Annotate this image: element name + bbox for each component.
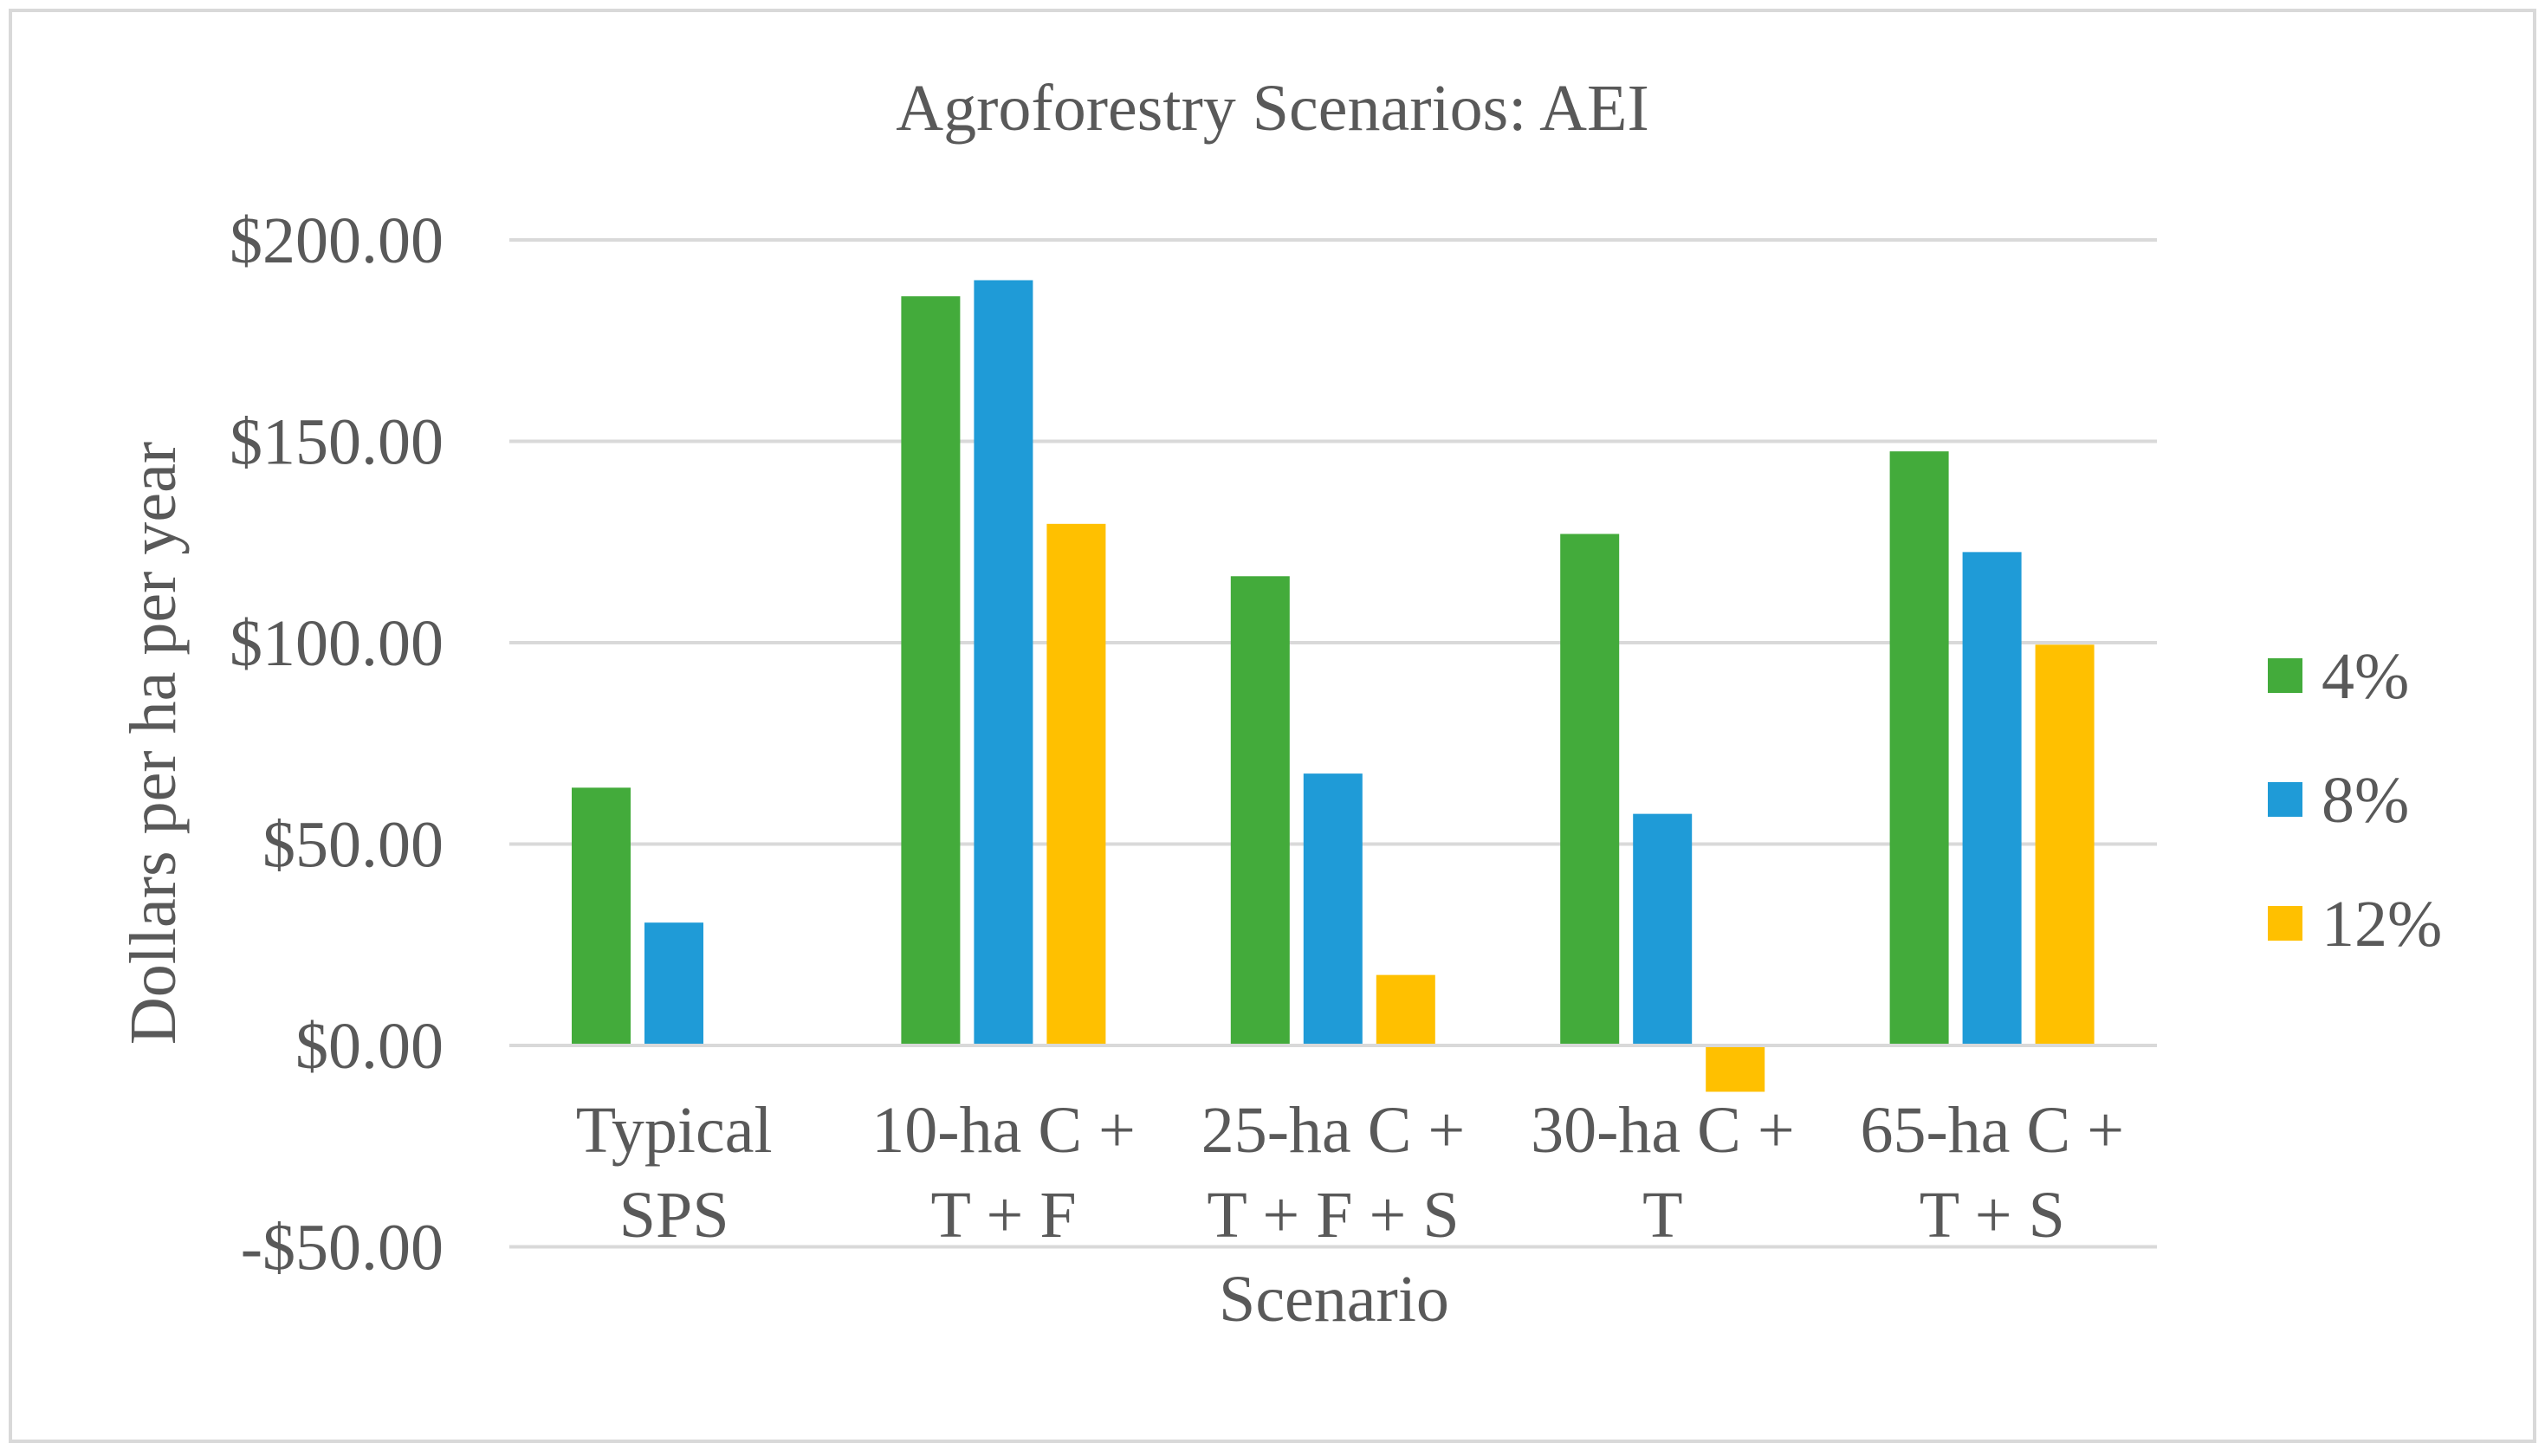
x-axis-label: Scenario bbox=[1219, 1263, 1449, 1336]
bar-4pct-cat-2 bbox=[901, 296, 961, 1046]
y-tick-label: $150.00 bbox=[230, 406, 444, 479]
bar-12pct-cat-2 bbox=[1046, 523, 1106, 1045]
y-tick-label: -$50.00 bbox=[241, 1212, 444, 1285]
x-tick-label: T + F + S bbox=[1207, 1179, 1459, 1252]
bar-12pct-cat-5 bbox=[2035, 644, 2095, 1045]
x-tick-label: Typical bbox=[576, 1094, 773, 1167]
y-axis-label: Dollars per ha per year bbox=[117, 442, 190, 1045]
y-tick-label: $0.00 bbox=[295, 1010, 444, 1083]
x-tick-label: 65-ha C + bbox=[1861, 1094, 2125, 1167]
x-tick-label: SPS bbox=[619, 1179, 729, 1252]
y-tick-label: $100.00 bbox=[230, 607, 444, 680]
bar-4pct-cat-3 bbox=[1230, 576, 1290, 1045]
y-tick-label: $50.00 bbox=[262, 809, 444, 882]
legend-label: 12% bbox=[2322, 888, 2442, 961]
bar-4pct-cat-1 bbox=[572, 787, 631, 1045]
bars bbox=[509, 280, 2157, 1092]
legend-swatch bbox=[2268, 782, 2302, 817]
x-tick-label: T + F bbox=[931, 1179, 1077, 1252]
x-tick-label: T bbox=[1642, 1179, 1682, 1252]
bar-8pct-cat-2 bbox=[974, 280, 1033, 1045]
bar-4pct-cat-5 bbox=[1889, 451, 1949, 1045]
bar-4pct-cat-4 bbox=[1560, 534, 1620, 1045]
x-tick-label: 10-ha C + bbox=[871, 1094, 1136, 1167]
y-tick-label: $200.00 bbox=[230, 204, 444, 277]
bar-12pct-cat-3 bbox=[1376, 974, 1435, 1045]
legend-swatch bbox=[2268, 658, 2302, 693]
legend-swatch bbox=[2268, 906, 2302, 941]
x-axis-ticks: Typical SPS 10-ha C + T + F 25-ha C + T + F +… bbox=[576, 1094, 2124, 1252]
legend-label: 8% bbox=[2322, 764, 2409, 837]
legend-label: 4% bbox=[2322, 640, 2409, 713]
x-tick-label: 25-ha C + bbox=[1201, 1094, 1466, 1167]
bar-8pct-cat-3 bbox=[1303, 773, 1363, 1045]
bar-8pct-cat-1 bbox=[644, 922, 703, 1045]
bar-8pct-cat-5 bbox=[1962, 552, 2022, 1045]
bar-12pct-cat-4 bbox=[1706, 1045, 1765, 1092]
legend: 4% 8% 12% bbox=[2268, 640, 2442, 961]
x-tick-label: T + S bbox=[1920, 1179, 2065, 1252]
x-tick-label: 30-ha C + bbox=[1531, 1094, 1795, 1167]
bar-8pct-cat-4 bbox=[1633, 813, 1693, 1045]
y-axis-ticks: $200.00 $150.00 $100.00 $50.00 $0.00 -$50.00 bbox=[230, 204, 444, 1285]
chart-title: Agroforestry Scenarios: AEI bbox=[896, 72, 1649, 145]
